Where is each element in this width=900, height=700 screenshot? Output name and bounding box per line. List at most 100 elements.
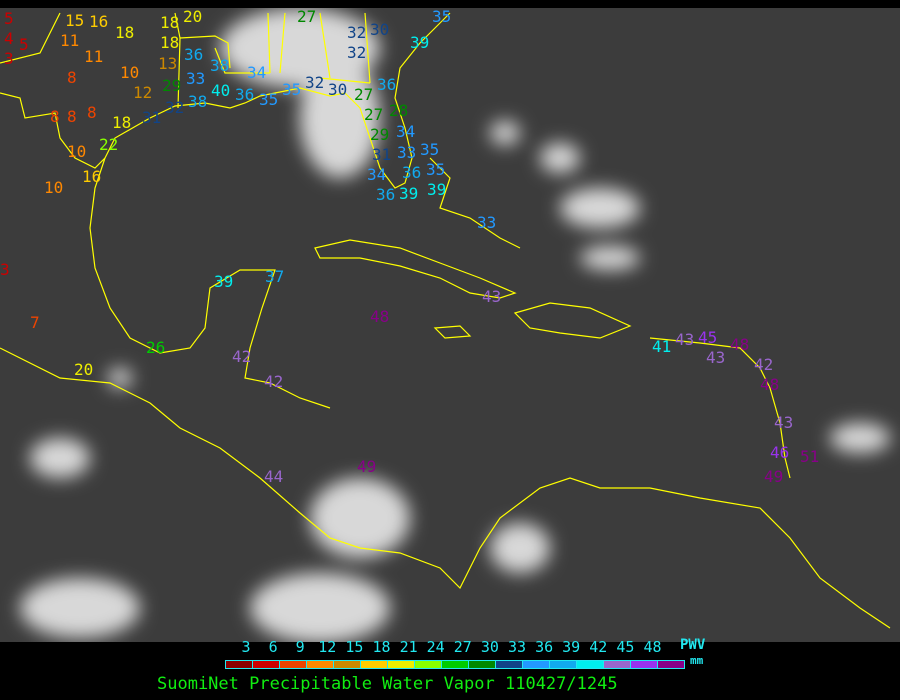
station-pwv-value: 48 <box>730 335 749 354</box>
station-pwv-value: 35 <box>420 140 439 159</box>
legend-swatch <box>334 661 361 668</box>
legend-color-bar <box>225 660 685 669</box>
station-pwv-value: 39 <box>427 180 446 199</box>
bahamas <box>429 157 521 249</box>
station-pwv-value: 15 <box>65 11 84 30</box>
station-pwv-value: 48 <box>760 375 779 394</box>
legend-swatch <box>604 661 631 668</box>
station-pwv-value: 36 <box>402 163 421 182</box>
station-pwv-value: 38 <box>188 92 207 111</box>
coastlines <box>0 12 891 629</box>
cloud <box>490 121 520 145</box>
legend-swatch <box>577 661 604 668</box>
station-pwv-value: 26 <box>146 338 165 357</box>
map-background <box>0 8 900 642</box>
legend-swatch <box>550 661 577 668</box>
station-pwv-value: 3 <box>4 49 14 68</box>
legend-tick: 39 <box>562 638 581 656</box>
station-pwv-value: 34 <box>247 63 266 82</box>
station-pwv-value: 20 <box>183 8 202 26</box>
station-pwv-value: 3 <box>0 260 10 279</box>
station-pwv-value: 13 <box>158 54 177 73</box>
station-pwv-value: 43 <box>774 413 793 432</box>
cloud <box>580 246 640 270</box>
station-pwv-value: 49 <box>357 457 376 476</box>
station-pwv-value: 27 <box>354 85 373 104</box>
station-pwv-value: 32 <box>305 73 324 92</box>
cloud <box>300 58 380 178</box>
station-pwv-value: 42 <box>264 372 283 391</box>
station-pwv-value: 10 <box>120 63 139 82</box>
station-pwv-value: 32 <box>165 98 184 117</box>
station-pwv-value: 16 <box>82 167 101 186</box>
legend-unit-bottom: mm <box>690 654 704 667</box>
lesser-antilles <box>649 337 791 479</box>
station-pwv-value: 46 <box>770 443 789 462</box>
station-pwv-value: 18 <box>160 13 179 32</box>
station-pwv-value: 11 <box>84 47 103 66</box>
legend-swatch <box>442 661 469 668</box>
legend-swatch <box>631 661 658 668</box>
station-pwv-value: 31 <box>142 108 161 127</box>
station-pwv-value: 42 <box>232 347 251 366</box>
legend-swatch <box>469 661 496 668</box>
station-pwv-value: 22 <box>99 135 118 154</box>
station-pwv-value: 35 <box>432 8 451 26</box>
legend-tick: 27 <box>453 638 472 656</box>
station-pwv-value: 31 <box>372 145 391 164</box>
us-gulf-coast <box>0 12 451 189</box>
station-pwv-value: 43 <box>482 287 501 306</box>
station-pwv-value: 38 <box>210 56 229 75</box>
station-pwv-value: 36 <box>184 45 203 64</box>
legend-tick: 45 <box>616 638 635 656</box>
cloud <box>250 573 390 642</box>
station-pwv-value: 30 <box>328 80 347 99</box>
legend-tick: 48 <box>643 638 662 656</box>
legend-tick: 3 <box>241 638 251 656</box>
station-pwv-value: 49 <box>764 467 783 486</box>
station-pwv-value: 43 <box>706 348 725 367</box>
cuba <box>314 239 517 299</box>
cloud <box>540 143 580 173</box>
legend-swatch <box>226 661 253 668</box>
station-pwv-value: 33 <box>186 69 205 88</box>
station-pwv-value: 35 <box>259 90 278 109</box>
station-pwv-value: 28 <box>389 101 408 120</box>
legend-swatch <box>307 661 334 668</box>
station-pwv-value: 18 <box>115 23 134 42</box>
legend-tick: 30 <box>480 638 499 656</box>
legend-tick: 36 <box>535 638 554 656</box>
legend-tick: 21 <box>399 638 418 656</box>
station-pwv-value: 8 <box>50 107 60 126</box>
station-pwv-value: 27 <box>364 105 383 124</box>
station-pwv-value: 43 <box>675 330 694 349</box>
legend-tick: 42 <box>589 638 608 656</box>
station-pwv-value: 32 <box>347 23 366 42</box>
station-pwv-value: 36 <box>235 85 254 104</box>
station-pwv-value: 18 <box>160 33 179 52</box>
station-pwv-value: 35 <box>426 160 445 179</box>
legend-swatch <box>523 661 550 668</box>
station-pwv-value: 36 <box>376 185 395 204</box>
cloud-layer <box>20 8 890 642</box>
legend-tick: 33 <box>507 638 527 656</box>
station-pwv-value: 12 <box>133 83 152 102</box>
station-pwv-value: 33 <box>477 213 496 232</box>
legend-tick: 12 <box>318 638 337 656</box>
legend-swatch <box>253 661 280 668</box>
station-pwv-value: 10 <box>67 142 86 161</box>
legend-tick: 6 <box>268 638 278 656</box>
station-pwv-value: 40 <box>211 81 230 100</box>
legend-tick: 24 <box>426 638 445 656</box>
station-pwv-value: 30 <box>370 20 389 39</box>
legend-tick: 15 <box>345 638 364 656</box>
station-pwv-value: 42 <box>754 355 773 374</box>
station-pwv-value: 7 <box>30 313 40 332</box>
station-pwv-value: 41 <box>652 337 671 356</box>
cloud <box>20 578 140 638</box>
state-borders <box>0 12 371 109</box>
station-pwv-value: 35 <box>282 80 301 99</box>
legend-swatch <box>658 661 684 668</box>
